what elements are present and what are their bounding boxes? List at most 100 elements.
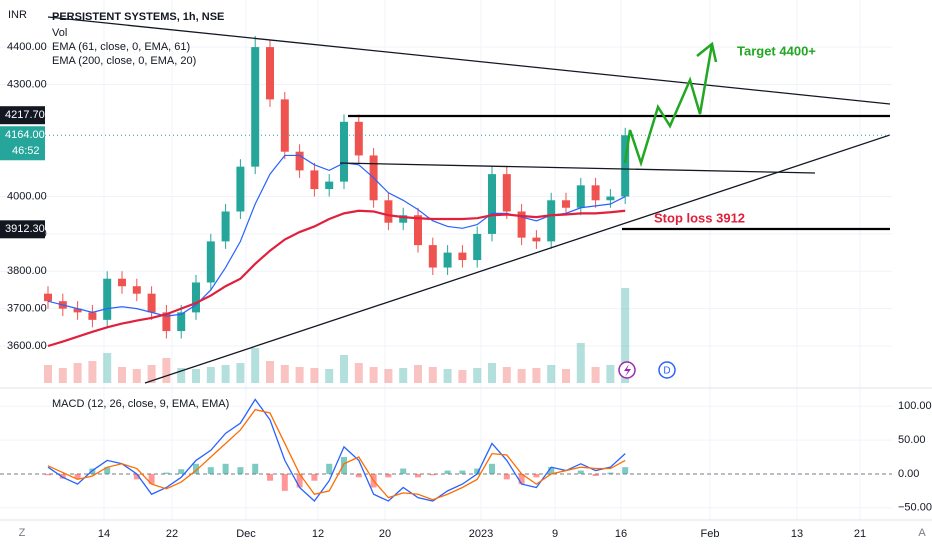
macd-histogram [163,472,170,474]
corner-label[interactable]: A [918,527,926,539]
x-tick-label: Feb [701,528,720,540]
candle-body [340,121,348,182]
candle-body [118,278,126,287]
macd-histogram [592,473,599,476]
volume-bar [621,288,630,383]
macd-histogram [74,473,81,479]
candles-layer [44,35,630,339]
x-tick-label: 13 [791,528,803,540]
macd-histogram [252,463,259,474]
candle-body [621,135,630,197]
projection [623,43,714,168]
macd-histogram [207,467,214,474]
volume-bar [280,365,289,383]
candle-body [562,200,570,208]
candle-body [591,185,600,201]
volume-bar [606,365,615,383]
candle-body [443,252,452,268]
volume-bar [221,365,230,383]
volume-bar [236,363,245,383]
candle-body [606,196,615,201]
candle-body [251,47,260,167]
macd-histogram [577,470,584,474]
macd-histogram [104,467,111,474]
macd-histogram [429,473,436,476]
macd-histogram [311,473,318,481]
volume-bar [473,368,482,383]
price-label: 4217.70 [5,109,45,121]
candle-body [132,286,141,294]
volume-bar [428,367,437,383]
price-label: 3912.30 [5,223,45,235]
annotation: Target 4400+ [737,43,816,58]
candle-body [147,293,156,313]
macd-histogram [518,473,525,485]
countdown: 46:52 [12,145,40,157]
volume-bar [325,369,334,383]
volume-bar [73,363,82,383]
candle-body [266,47,274,100]
volume-bar [488,363,496,383]
candle-body [206,241,215,283]
volume-bar [576,343,585,383]
macd-histogram [459,470,466,474]
x-tick-label: 16 [615,528,627,540]
event-icon[interactable] [658,361,676,379]
volume-bar [295,367,304,383]
candle-body [399,215,408,223]
candle-body [473,233,482,261]
corner-label[interactable]: Z [19,527,26,539]
volume-bar [443,369,452,383]
candle-body [44,293,52,302]
candle-body [310,170,319,190]
macd-histogram [148,473,155,485]
macd-histogram [415,473,421,478]
x-tick-label: 2023 [469,528,493,540]
macd-histogram [548,467,555,474]
volume-bar [354,363,363,383]
volume-bar [44,365,52,383]
macd-title: MACD (12, 26, close, 9, EMA, EMA) [52,398,229,410]
y-tick-label: 3600.00 [7,340,47,352]
candle-body [458,252,467,261]
volume-bar [384,369,393,383]
volume-bar [532,368,541,383]
macd-histogram [622,467,629,474]
macd-histogram [296,473,303,488]
candle-body [162,312,171,332]
macd-histogram [474,468,481,474]
candle-body [192,282,200,313]
volume-bar [206,367,215,383]
volume-bar [547,365,556,383]
macd-histogram [400,468,407,474]
legend-volume: Vol [52,27,67,39]
volume-bar [266,361,274,383]
volume-bar [162,358,171,383]
macd-histogram [178,469,185,474]
y2-tick-label: −50.00 [898,502,932,514]
x-tick-label: 9 [552,528,558,540]
volume-bar [414,365,422,383]
price-label-box [0,106,45,125]
volume-bar [103,353,112,383]
macd-histogram [267,473,273,481]
candle-body [280,99,289,152]
candle-body [547,200,556,242]
macd-histogram [355,473,362,478]
candle-body [532,237,541,242]
macd-histogram [281,473,288,491]
volume-bar [340,355,348,383]
candle-body [354,121,363,156]
macd-histogram [237,467,244,474]
candle-body [177,312,186,332]
macd-histogram [489,463,495,474]
macd-histogram [222,463,229,474]
volume-bar [147,365,156,383]
y-tick-label: 3700.00 [7,303,47,315]
macd-histogram [607,472,614,474]
candle-body [236,166,245,212]
volume-bar [591,367,600,383]
x-tick-label: 21 [854,528,866,540]
y-tick-label: 4300.00 [7,78,47,90]
